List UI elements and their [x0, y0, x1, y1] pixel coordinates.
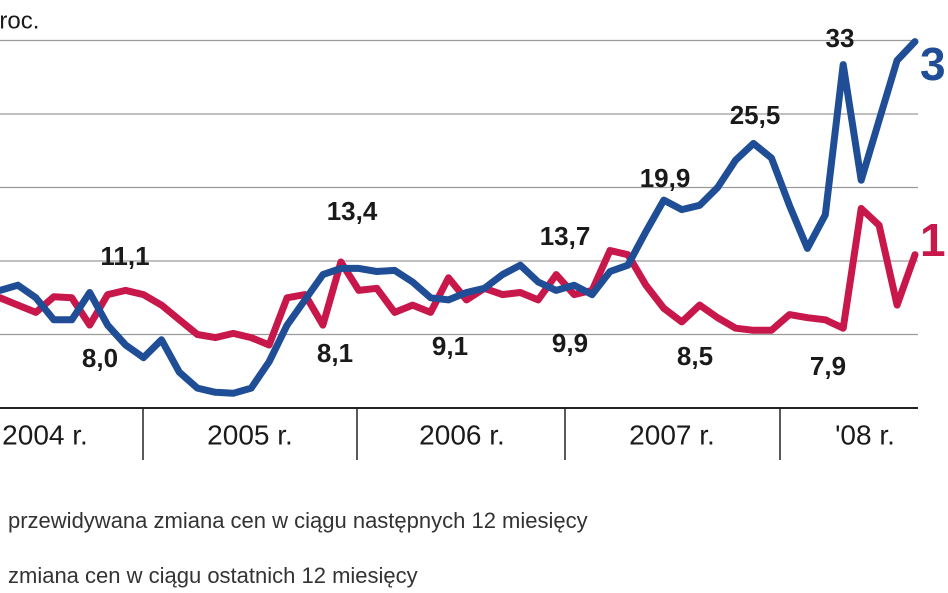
data-annotation: 8,1 — [317, 338, 353, 368]
data-annotation: 9,9 — [552, 328, 588, 358]
data-annotation: 9,1 — [432, 331, 468, 361]
data-annotation: 13,7 — [540, 221, 591, 251]
series-line — [0, 205, 919, 349]
data-annotation: 7,9 — [810, 351, 846, 381]
data-annotation: 25,5 — [730, 100, 781, 130]
x-period-label: 2007 r. — [629, 419, 715, 450]
data-annotation: 19,9 — [640, 163, 691, 193]
y-axis-label: proc. — [0, 7, 39, 34]
legend-entry: przewidywana zmiana cen w ciągu następny… — [8, 508, 588, 533]
x-period-label: 2006 r. — [419, 419, 505, 450]
data-annotation: 13,4 — [327, 196, 378, 226]
legend-entry: zmiana cen w ciągu ostatnich 12 miesięcy — [8, 563, 418, 588]
data-annotation: 33 — [826, 23, 855, 53]
x-period-label: '08 r. — [835, 419, 895, 450]
data-annotation: 8,0 — [82, 343, 118, 373]
x-period-label: 2005 r. — [207, 419, 293, 450]
end-label: 3 — [920, 38, 946, 90]
series-line — [0, 38, 919, 397]
data-annotation: 11,1 — [100, 241, 149, 271]
end-label: 1 — [920, 214, 946, 266]
data-annotation: 8,5 — [677, 341, 713, 371]
x-period-label: 2004 r. — [2, 419, 88, 450]
